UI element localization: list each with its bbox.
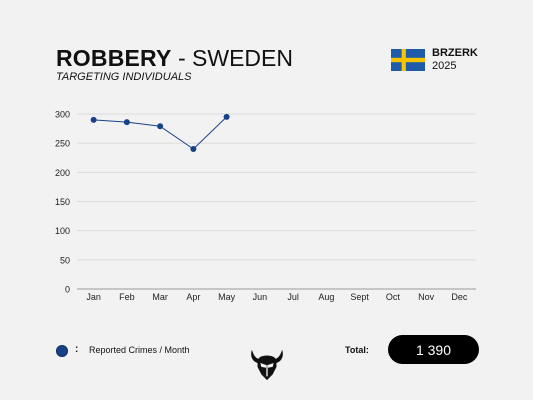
x-tick-label: Jun <box>253 292 268 302</box>
viking-helmet-icon <box>251 349 283 381</box>
total-value-badge: 1 390 <box>388 335 479 364</box>
data-point <box>90 116 97 123</box>
brand-block: BRZERK 2025 <box>432 47 478 73</box>
total-label: Total: <box>345 345 369 355</box>
x-tick-label: Sept <box>350 292 369 302</box>
brand-name: BRZERK <box>432 47 478 59</box>
country-name: SWEDEN <box>192 45 293 71</box>
title-separator: - <box>177 45 186 71</box>
legend-label: Reported Crimes / Month <box>89 345 190 355</box>
x-tick-label: Jul <box>287 292 299 302</box>
y-tick-label: 300 <box>55 110 70 120</box>
y-tick-label: 0 <box>65 285 70 295</box>
y-tick-label: 100 <box>55 226 70 236</box>
x-tick-label: Mar <box>152 292 168 302</box>
x-tick-label: Jan <box>86 292 101 302</box>
total-value: 1 390 <box>415 341 452 358</box>
x-tick-label: Dec <box>451 292 468 302</box>
x-tick-label: Nov <box>418 292 435 302</box>
chart-subtitle: TARGETING INDIVIDUALS <box>56 71 192 83</box>
x-tick-label: Apr <box>186 292 200 302</box>
x-tick-label: May <box>218 292 236 302</box>
y-tick-label: 50 <box>60 255 70 265</box>
sweden-flag-icon <box>391 49 425 71</box>
series-line <box>93 116 227 150</box>
data-point <box>223 113 230 120</box>
y-tick-label: 150 <box>55 197 70 207</box>
crime-type: ROBBERY <box>56 45 172 71</box>
x-tick-label: Oct <box>386 292 401 302</box>
x-tick-label: Feb <box>119 292 135 302</box>
data-point <box>157 123 164 130</box>
legend-colon: : <box>75 344 79 355</box>
y-tick-label: 200 <box>55 168 70 178</box>
data-point <box>190 146 197 152</box>
y-tick-label: 250 <box>55 139 70 149</box>
legend-marker <box>56 345 68 357</box>
x-tick-label: Aug <box>318 292 334 302</box>
brand-year: 2025 <box>432 60 457 72</box>
data-point <box>123 119 130 126</box>
chart-title: ROBBERY - SWEDEN <box>56 44 293 72</box>
